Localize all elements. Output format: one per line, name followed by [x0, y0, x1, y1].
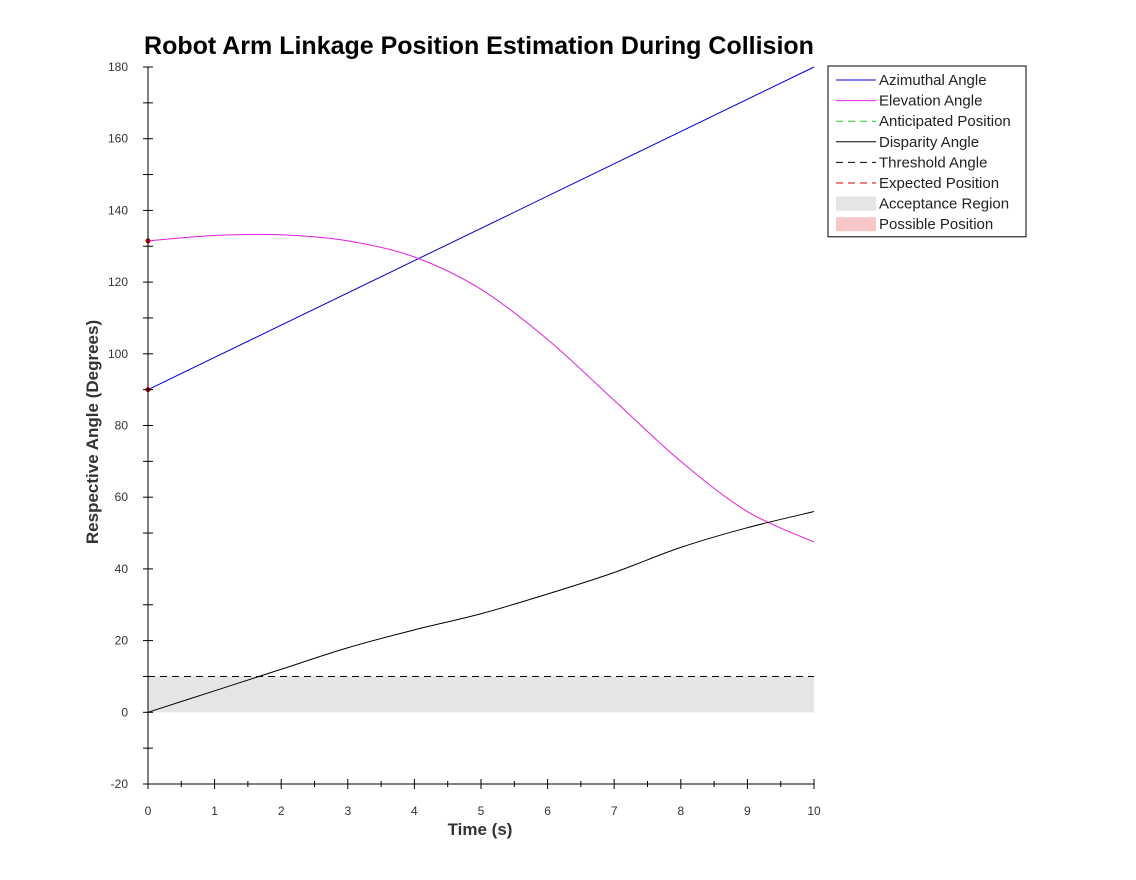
legend: Azimuthal Angle Elevation Angle Anticipate… — [827, 65, 1027, 238]
legend-possible-position-label: Possible Position — [879, 216, 993, 233]
axes: -20 0 20 40 60 80 100 120 140 160 180 0 1 2 3 4 5 6 7 8 9 10 — [108, 60, 821, 818]
x-tick-label: 2 — [278, 804, 285, 818]
x-tick-label: 9 — [744, 804, 751, 818]
x-tick-label: 6 — [544, 804, 551, 818]
x-tick-label: 5 — [478, 804, 485, 818]
legend-azimuthal-angle-label: Azimuthal Angle — [879, 72, 987, 89]
series-disparity-angle — [147, 511, 815, 713]
x-tick-label: 7 — [611, 804, 618, 818]
y-tick-label: 180 — [108, 60, 128, 74]
legend-elevation-angle-label: Elevation Angle — [879, 93, 982, 110]
legend-disparity-angle-label: Disparity Angle — [879, 134, 979, 151]
x-axis-label: Time (s) — [448, 820, 513, 839]
y-tick-label: 100 — [108, 347, 128, 361]
legend-acceptance-region-label: Acceptance Region — [879, 196, 1009, 213]
x-tick-label: 3 — [344, 804, 351, 818]
legend-acceptance-region-swatch — [836, 196, 876, 211]
y-axis-label: Respective Angle (Degrees) — [83, 320, 102, 544]
x-tick-label: 4 — [411, 804, 418, 818]
x-tick-label: 10 — [807, 804, 821, 818]
y-tick-label: 60 — [115, 490, 129, 504]
x-tick-label: 1 — [211, 804, 218, 818]
x-tick-label: 0 — [145, 804, 152, 818]
chart-title: Robot Arm Linkage Position Estimation Du… — [144, 32, 814, 60]
legend-anticipated-position-label: Anticipated Position — [879, 113, 1011, 130]
y-tick-label: 120 — [108, 275, 128, 289]
series-azimuthal-angle — [147, 66, 815, 391]
y-tick-label: 20 — [115, 634, 129, 648]
series-elevation-angle — [147, 233, 815, 543]
y-tick-label: -20 — [111, 777, 129, 791]
y-tick-label: 0 — [121, 705, 128, 719]
legend-expected-position-label: Expected Position — [879, 175, 999, 192]
plot-area — [145, 66, 815, 784]
y-tick-label: 40 — [115, 562, 129, 576]
y-tick-label: 80 — [115, 419, 129, 433]
acceptance-region — [148, 676, 814, 713]
legend-threshold-angle-label: Threshold Angle — [879, 154, 987, 171]
x-tick-label: 8 — [677, 804, 684, 818]
y-tick-label: 140 — [108, 203, 128, 217]
y-tick-label: 160 — [108, 132, 128, 146]
legend-possible-position-swatch — [836, 217, 876, 232]
